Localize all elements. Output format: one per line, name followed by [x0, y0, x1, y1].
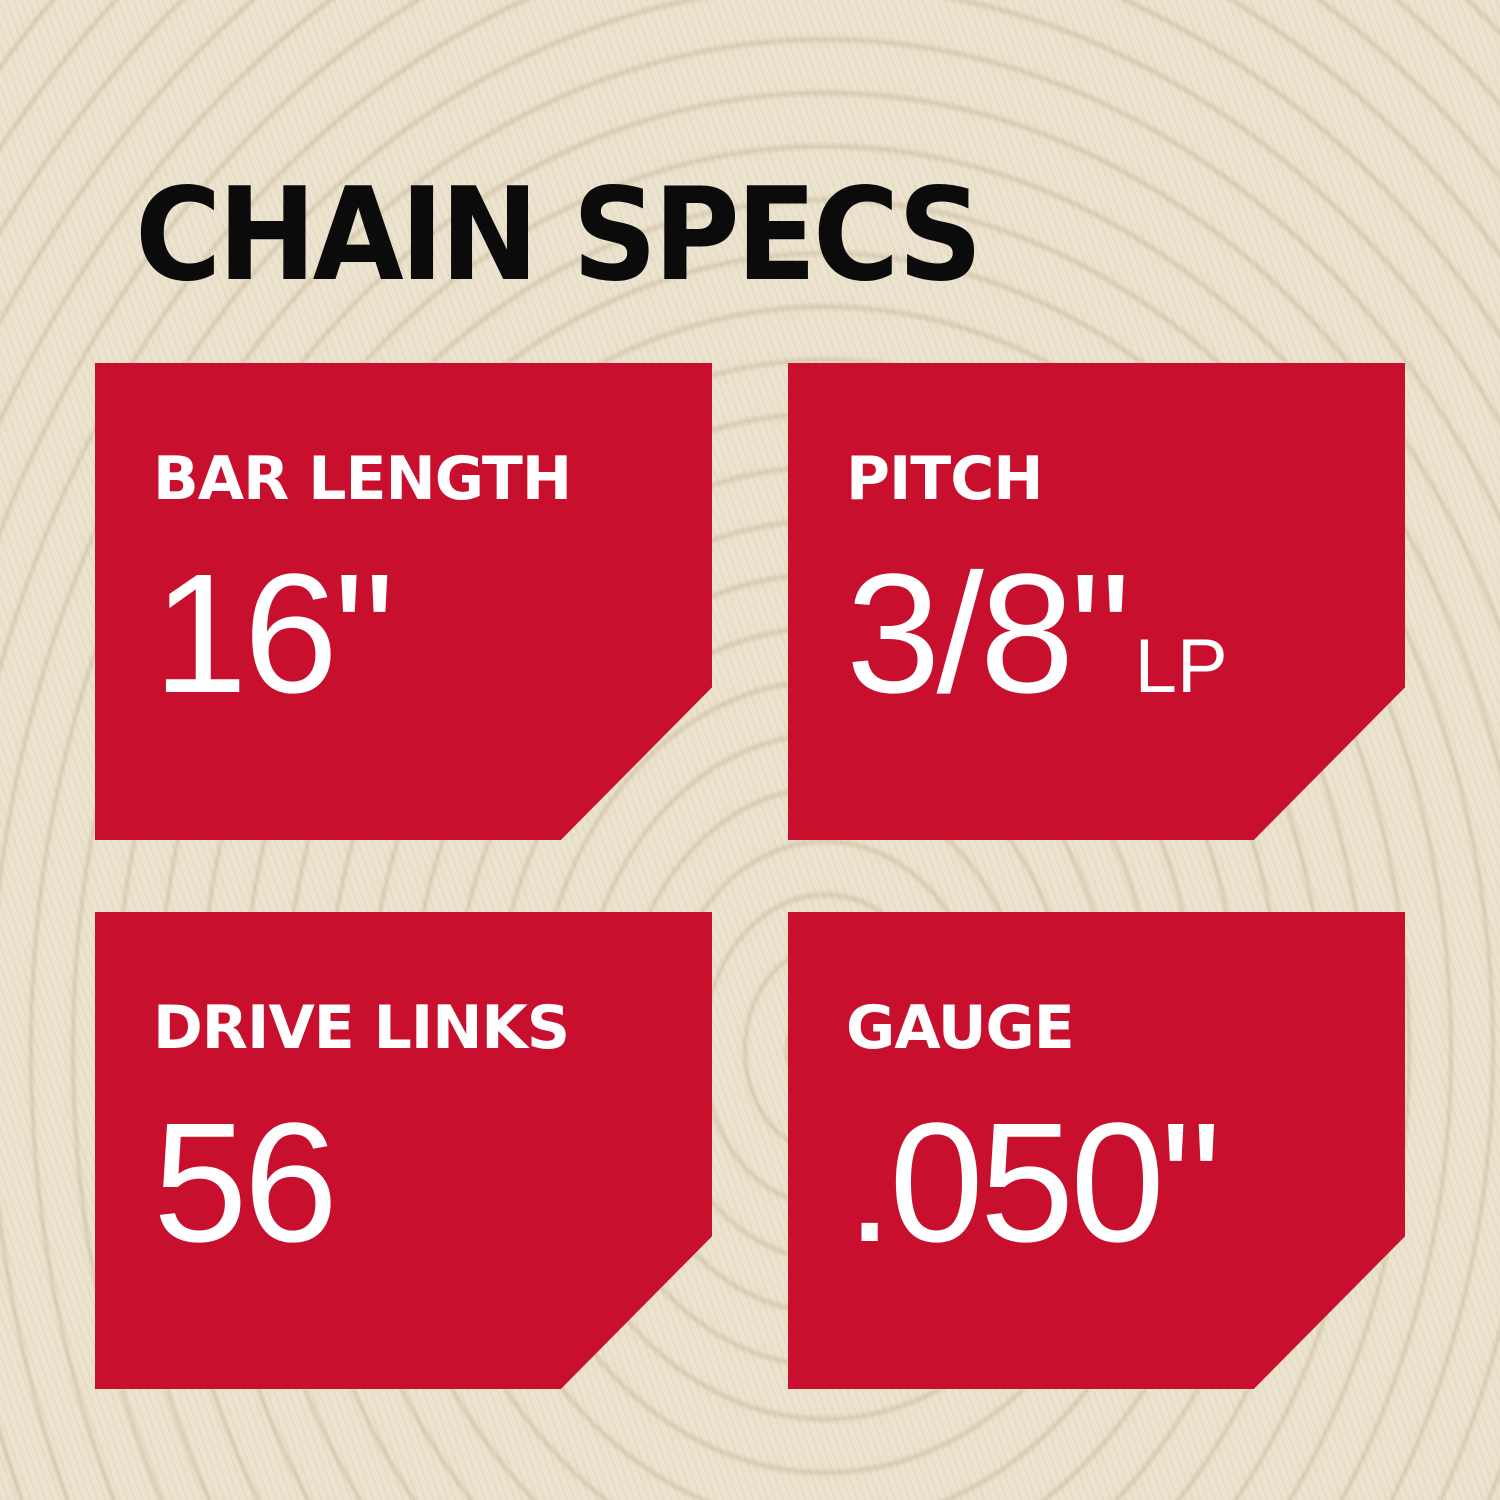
spec-card-gauge: GAUGE .050": [788, 912, 1405, 1389]
spec-label: BAR LENGTH: [153, 444, 572, 514]
spec-value-wrap: 3/8" LP: [846, 549, 1228, 719]
spec-card-drive-links: DRIVE LINKS 56: [95, 912, 712, 1389]
page-title: CHAIN SPECS: [135, 161, 983, 310]
spec-card-bar-length: BAR LENGTH 16": [95, 363, 712, 840]
spec-value: 56: [153, 1088, 338, 1278]
spec-label: GAUGE: [846, 993, 1075, 1063]
spec-label: PITCH: [846, 444, 1043, 514]
spec-label: DRIVE LINKS: [153, 993, 570, 1063]
spec-value: 16": [153, 539, 394, 729]
spec-suffix: LP: [1134, 624, 1228, 709]
spec-value: 3/8": [846, 539, 1131, 729]
spec-card-pitch: PITCH 3/8" LP: [788, 363, 1405, 840]
spec-value: .050": [846, 1088, 1221, 1278]
